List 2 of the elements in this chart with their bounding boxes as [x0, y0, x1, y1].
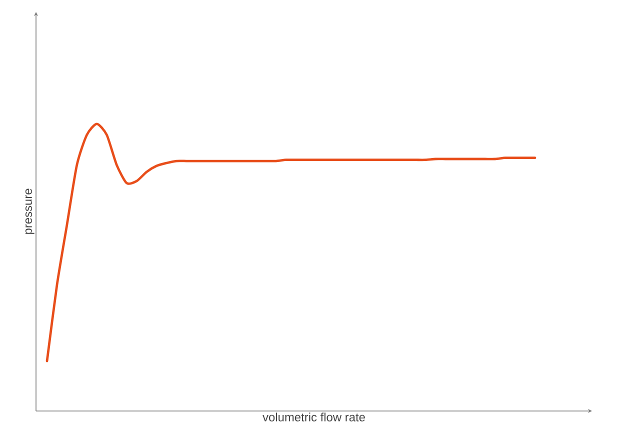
- y-axis-title: pressure: [25, 188, 34, 234]
- x-axis-title: volumetric flow rate: [262, 412, 365, 422]
